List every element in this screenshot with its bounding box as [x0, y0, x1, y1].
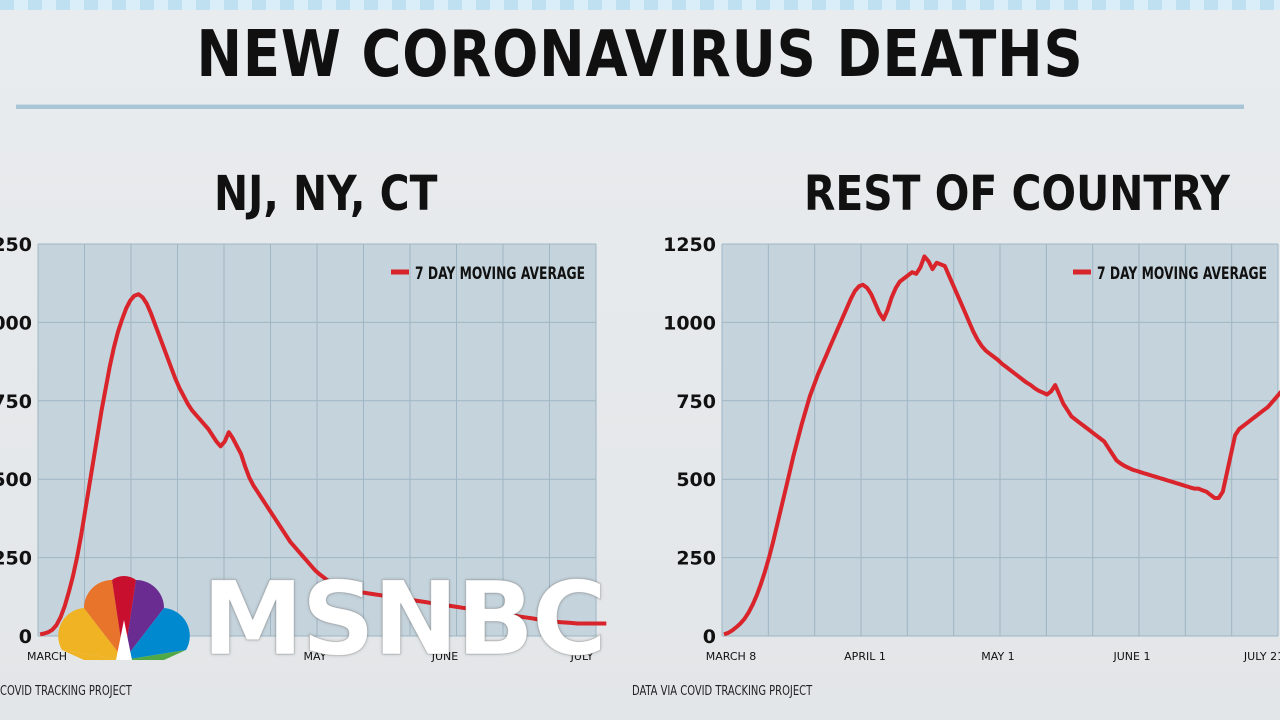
y-tick-label: 750: [676, 391, 716, 413]
chart-title-right: REST OF COUNTRY: [804, 166, 1230, 222]
legend-label: 7 DAY MOVING AVERAGE: [415, 264, 585, 284]
x-tick-label: JULY: [570, 650, 594, 663]
x-tick-label: MAY: [304, 650, 327, 663]
header-top-strip: [0, 0, 1280, 10]
legend-label: 7 DAY MOVING AVERAGE: [1097, 264, 1267, 284]
page-title: NEW CORONAVIRUS DEATHS: [196, 18, 1084, 92]
y-tick-label: 1250: [663, 234, 716, 256]
series-line-moving-average: [39, 292, 607, 637]
y-tick-label: 750: [0, 391, 32, 413]
y-tick-label: 1000: [0, 312, 32, 334]
y-tick-label: 500: [0, 469, 32, 491]
y-tick-label: 0: [703, 626, 716, 648]
y-tick-label: 1000: [663, 312, 716, 334]
x-tick-label: MARCH 8: [706, 650, 757, 663]
source-note-left: COVID TRACKING PROJECT: [0, 684, 132, 699]
msnbc-wordmark: MSNBC: [202, 560, 608, 680]
y-tick-label: 250: [676, 548, 716, 570]
x-tick-label: MARCH: [27, 650, 67, 663]
nbc-peacock-icon: [58, 576, 190, 660]
y-tick-label: 500: [676, 469, 716, 491]
series-line-moving-average: [723, 254, 1280, 637]
x-tick-label: JUNE 1: [1113, 650, 1151, 663]
x-tick-label: APRIL 1: [844, 650, 886, 663]
network-logo: MSNBC: [54, 560, 654, 680]
x-tick-label: JULY 21: [1243, 650, 1280, 663]
y-tick-label: 250: [0, 548, 32, 570]
y-tick-label: 1250: [0, 234, 32, 256]
y-tick-label: 0: [19, 626, 32, 648]
x-tick-label: JUNE: [431, 650, 459, 663]
source-note-right: DATA VIA COVID TRACKING PROJECT: [632, 684, 813, 699]
title-divider: [16, 104, 1244, 109]
x-tick-label: MAY 1: [981, 650, 1014, 663]
chart-title-left: NJ, NY, CT: [214, 166, 438, 222]
